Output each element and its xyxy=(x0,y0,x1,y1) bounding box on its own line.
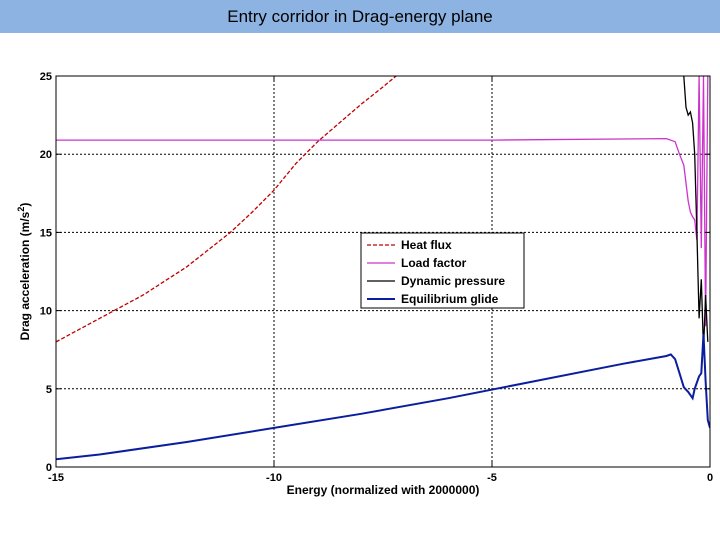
y-tick-label: 10 xyxy=(40,306,52,318)
y-axis-label: Drag acceleration (m/s2) xyxy=(16,203,32,341)
x-axis-label: Energy (normalized with 2000000) xyxy=(287,483,480,497)
y-tick-label: 20 xyxy=(40,149,52,161)
y-tick-label: 5 xyxy=(46,384,52,396)
series-line xyxy=(56,334,710,461)
axes-border xyxy=(55,75,711,468)
y-tick-label: 15 xyxy=(40,227,52,239)
series-line xyxy=(56,76,397,343)
x-tick-label: -10 xyxy=(266,472,282,484)
tick-labels: -15 -10 -5 0 0 5 10 15 20 25 xyxy=(40,71,713,484)
legend-entry: Heat flux xyxy=(401,238,452,252)
legend: Heat flux Load factor Dynamic pressure Equi… xyxy=(360,232,525,309)
legend-entry: Equilibrium glide xyxy=(401,292,499,306)
legend-entry: Dynamic pressure xyxy=(401,274,505,288)
y-axis-label-main: Drag acceleration (m/s xyxy=(18,211,32,340)
x-tick-label: -15 xyxy=(48,472,64,484)
y-axis-label-sup: 2 xyxy=(16,207,26,212)
x-tick-label: -5 xyxy=(487,472,497,484)
series-lines xyxy=(56,76,710,461)
grid xyxy=(56,76,710,467)
chart: -15 -10 -5 0 0 5 10 15 20 25 Heat flux Load factor… xyxy=(16,71,713,497)
title-bar: Entry corridor in Drag-energy plane xyxy=(0,0,720,33)
series-line xyxy=(56,76,709,327)
y-tick-label: 25 xyxy=(40,71,52,83)
y-axis-label-end: ) xyxy=(18,203,32,207)
x-tick-label: 0 xyxy=(707,472,713,484)
axes-frame xyxy=(55,75,711,468)
legend-entry: Load factor xyxy=(401,256,467,270)
page-title: Entry corridor in Drag-energy plane xyxy=(227,6,493,26)
y-tick-label: 0 xyxy=(46,462,52,474)
